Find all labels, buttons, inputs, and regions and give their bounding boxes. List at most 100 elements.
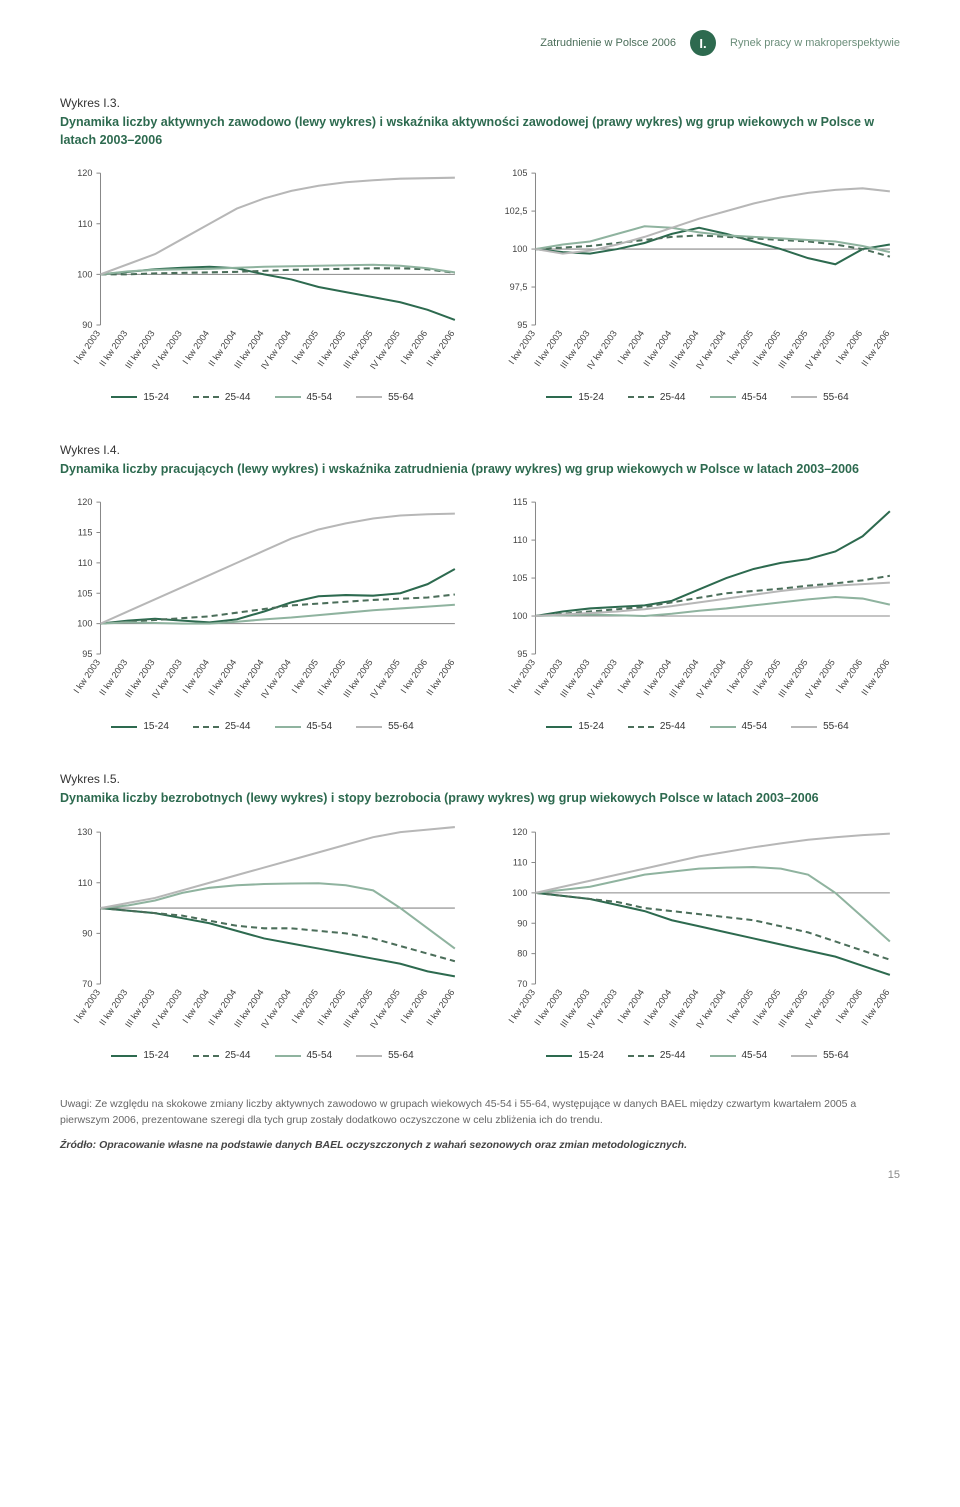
svg-text:I kw 2006: I kw 2006 xyxy=(834,329,865,367)
svg-text:95: 95 xyxy=(517,649,527,659)
legend-swatch xyxy=(710,396,736,398)
svg-text:110: 110 xyxy=(78,558,93,568)
svg-text:110: 110 xyxy=(513,857,528,867)
legend-swatch xyxy=(111,726,137,728)
legend-label: 55-64 xyxy=(388,1050,414,1061)
chart-legend: 15-2425-4445-5455-64 xyxy=(60,1050,465,1061)
figure-label: Wykres I.4. xyxy=(60,443,900,457)
header-left: Zatrudnienie w Polsce 2006 xyxy=(540,37,676,49)
svg-text:70: 70 xyxy=(517,979,527,989)
legend-label: 45-54 xyxy=(307,721,333,732)
svg-text:105: 105 xyxy=(77,589,92,599)
chart-legend: 15-24 25-44 45-54 55-64 xyxy=(495,1050,900,1061)
legend-item: 25-44 xyxy=(193,721,251,732)
legend-swatch xyxy=(710,1055,736,1057)
svg-text:II kw 2006: II kw 2006 xyxy=(860,987,892,1027)
chart-legend: 15-2425-4445-5455-64 xyxy=(495,721,900,732)
legend-item: 45-54 xyxy=(275,1050,333,1061)
svg-text:I kw 2005: I kw 2005 xyxy=(725,987,756,1025)
legend-swatch xyxy=(546,396,572,398)
svg-text:I kw 2005: I kw 2005 xyxy=(290,658,321,696)
series-15-24 xyxy=(101,908,455,976)
legend-swatch xyxy=(546,726,572,728)
legend-item: 45-54 xyxy=(710,392,768,403)
legend-swatch xyxy=(356,726,382,728)
svg-text:I kw 2004: I kw 2004 xyxy=(181,987,212,1025)
series-15-24 xyxy=(101,569,455,624)
legend-item: 55-64 xyxy=(356,1050,414,1061)
chart-legend: 15-24 25-44 45-54 55-64 xyxy=(60,721,465,732)
svg-text:I kw 2004: I kw 2004 xyxy=(616,658,647,696)
legend-swatch xyxy=(710,726,736,728)
svg-text:130: 130 xyxy=(77,827,92,837)
series-45-54 xyxy=(101,883,455,948)
legend-label: 25-44 xyxy=(225,392,251,403)
legend-swatch xyxy=(791,1055,817,1057)
svg-text:II kw 2006: II kw 2006 xyxy=(425,658,457,698)
line-chart: 90100110120I kw 2003II kw 2003III kw 200… xyxy=(60,163,465,386)
legend-swatch xyxy=(628,726,654,728)
svg-text:II kw 2006: II kw 2006 xyxy=(860,658,892,698)
legend-label: 55-64 xyxy=(388,721,414,732)
legend-item: 45-54 xyxy=(275,721,333,732)
series-55-64 xyxy=(536,188,890,253)
series-25-44 xyxy=(536,892,890,959)
legend-item: 45-54 xyxy=(710,721,768,732)
chart-cell-left: 90100110120I kw 2003II kw 2003III kw 200… xyxy=(60,163,465,403)
chart-row: 90100110120I kw 2003II kw 2003III kw 200… xyxy=(60,163,900,403)
svg-text:I kw 2003: I kw 2003 xyxy=(507,987,538,1025)
svg-text:80: 80 xyxy=(517,948,527,958)
svg-text:I kw 2003: I kw 2003 xyxy=(507,329,538,367)
legend-item: 55-64 xyxy=(356,392,414,403)
svg-text:90: 90 xyxy=(82,928,92,938)
line-chart: 9597,5100102,5105I kw 2003II kw 2003III … xyxy=(495,163,900,386)
legend-item: 15-24 xyxy=(546,1050,604,1061)
legend-item: 15-24 xyxy=(546,392,604,403)
legend-label: 55-64 xyxy=(823,721,849,732)
svg-text:90: 90 xyxy=(82,320,92,330)
series-55-64 xyxy=(536,833,890,892)
page-header: Zatrudnienie w Polsce 2006 I. Rynek prac… xyxy=(60,30,900,56)
svg-text:105: 105 xyxy=(512,573,527,583)
legend-item: 25-44 xyxy=(628,1050,686,1061)
figure-title: Dynamika liczby pracujących (lewy wykres… xyxy=(60,461,900,479)
svg-text:120: 120 xyxy=(77,168,92,178)
svg-text:95: 95 xyxy=(517,320,527,330)
chart-cell-right: 9597,5100102,5105I kw 2003II kw 2003III … xyxy=(495,163,900,403)
svg-text:I kw 2005: I kw 2005 xyxy=(290,987,321,1025)
svg-text:110: 110 xyxy=(78,877,93,887)
svg-text:I kw 2004: I kw 2004 xyxy=(181,658,212,696)
legend-label: 25-44 xyxy=(660,721,686,732)
svg-text:I kw 2005: I kw 2005 xyxy=(290,329,321,367)
header-right: Rynek pracy w makroperspektywie xyxy=(730,37,900,49)
svg-text:110: 110 xyxy=(78,219,93,229)
legend-item: 55-64 xyxy=(791,1050,849,1061)
svg-text:105: 105 xyxy=(512,168,527,178)
series-15-24 xyxy=(536,892,890,974)
line-chart: 95100105110115I kw 2003II kw 2003III kw … xyxy=(495,492,900,715)
chart-cell-right: 95100105110115I kw 2003II kw 2003III kw … xyxy=(495,492,900,732)
svg-text:100: 100 xyxy=(512,887,527,897)
chart-cell-left: 7090110130I kw 2003II kw 2003III kw 2003… xyxy=(60,822,465,1062)
page-number: 15 xyxy=(60,1169,900,1181)
legend-label: 25-44 xyxy=(660,1050,686,1061)
legend-swatch xyxy=(628,1055,654,1057)
legend-label: 45-54 xyxy=(307,1050,333,1061)
svg-text:120: 120 xyxy=(77,497,92,507)
line-chart: 7090110130I kw 2003II kw 2003III kw 2003… xyxy=(60,822,465,1045)
svg-text:I kw 2006: I kw 2006 xyxy=(399,329,430,367)
legend-label: 15-24 xyxy=(143,721,169,732)
svg-text:100: 100 xyxy=(512,244,527,254)
legend-label: 25-44 xyxy=(660,392,686,403)
svg-text:100: 100 xyxy=(77,269,92,279)
legend-label: 15-24 xyxy=(143,392,169,403)
svg-text:115: 115 xyxy=(513,497,528,507)
svg-text:110: 110 xyxy=(513,535,528,545)
svg-text:115: 115 xyxy=(78,528,93,538)
legend-item: 25-44 xyxy=(628,721,686,732)
svg-text:120: 120 xyxy=(512,827,527,837)
legend-swatch xyxy=(193,396,219,398)
legend-item: 45-54 xyxy=(710,1050,768,1061)
svg-text:I kw 2006: I kw 2006 xyxy=(399,658,430,696)
svg-text:I kw 2004: I kw 2004 xyxy=(181,329,212,367)
